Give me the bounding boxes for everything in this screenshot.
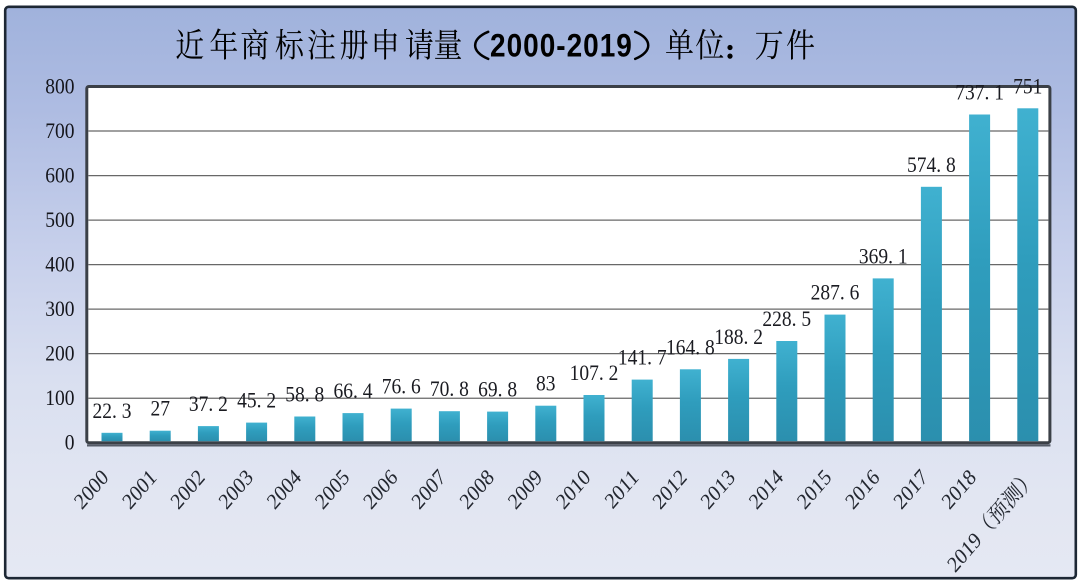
svg-text:228. 5: 228. 5 <box>762 306 811 332</box>
svg-text:700: 700 <box>45 117 74 143</box>
svg-text:141. 7: 141. 7 <box>618 344 667 370</box>
svg-text:500: 500 <box>45 207 74 233</box>
svg-text:300: 300 <box>45 296 74 322</box>
svg-text:164. 8: 164. 8 <box>666 334 715 360</box>
svg-text:83: 83 <box>536 370 555 396</box>
svg-text:37. 2: 37. 2 <box>189 391 228 417</box>
svg-text:0: 0 <box>65 429 75 455</box>
svg-text:69. 8: 69. 8 <box>478 376 517 402</box>
svg-text:287. 6: 287. 6 <box>811 279 860 305</box>
svg-text:66. 4: 66. 4 <box>334 378 373 404</box>
svg-text:22. 3: 22. 3 <box>93 397 132 423</box>
svg-text:45. 2: 45. 2 <box>237 387 276 413</box>
svg-text:600: 600 <box>45 162 74 188</box>
svg-text:369. 1: 369. 1 <box>859 243 908 269</box>
svg-text:70. 8: 70. 8 <box>430 376 469 402</box>
svg-text:574. 8: 574. 8 <box>907 151 956 177</box>
svg-text:751: 751 <box>1013 73 1042 99</box>
svg-text:107. 2: 107. 2 <box>570 360 619 386</box>
svg-text:188. 2: 188. 2 <box>714 324 763 350</box>
svg-text:400: 400 <box>45 251 74 277</box>
svg-text:27: 27 <box>150 395 169 421</box>
svg-text:58. 8: 58. 8 <box>285 381 324 407</box>
svg-text:200: 200 <box>45 340 74 366</box>
svg-text:100: 100 <box>45 385 74 411</box>
svg-text:737. 1: 737. 1 <box>955 79 1004 105</box>
svg-text:76. 6: 76. 6 <box>382 373 421 399</box>
svg-text:800: 800 <box>45 73 74 99</box>
svg-text:2000-2019: 2000-2019 <box>490 29 633 64</box>
